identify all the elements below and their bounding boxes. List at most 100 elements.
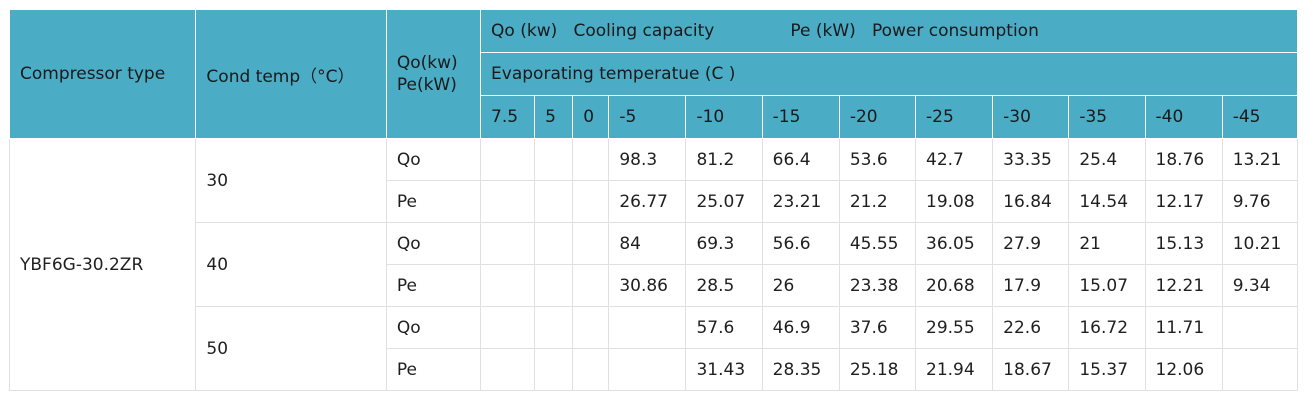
cond-temp-cell: 30 — [195, 138, 387, 223]
value-cell — [534, 264, 574, 307]
compressor-performance-table: Compressor type Cond temp（°C） Qo(kw) Pe(… — [8, 9, 1299, 391]
value-cell: 11.71 — [1144, 306, 1223, 349]
value-cell — [534, 180, 574, 223]
table-row: 40 Qo 84 69.3 56.6 45.55 36.05 27.9 21 15.13 10.21 — [10, 222, 1299, 307]
value-cell: 27.9 — [992, 222, 1070, 265]
metric-label-cell: Qo — [385, 138, 482, 181]
value-cell: 10.21 — [1221, 222, 1299, 265]
value-cell: 15.37 — [1068, 348, 1146, 391]
value-cell: 18.76 — [1144, 138, 1223, 181]
legend-qo: Qo (kw) Cooling capacity — [491, 21, 715, 41]
value-cell: 22.6 — [992, 306, 1070, 349]
value-cell: 26 — [761, 264, 840, 307]
value-cell: 13.21 — [1221, 138, 1299, 181]
value-cell: 14.54 — [1068, 180, 1146, 223]
value-cell — [572, 306, 610, 349]
evap-temp-header: -35 — [1068, 95, 1146, 139]
table-row: Pe 31.43 28.35 25.18 21.94 18.67 15.37 12.06 — [10, 348, 1299, 391]
metric-label-cell: Pe — [385, 348, 482, 391]
table-row: Pe 30.86 28.5 26 23.38 20.68 17.9 15.07 12.21 9.3… — [10, 264, 1299, 307]
value-cell: 23.21 — [761, 180, 840, 223]
value-cell: 12.06 — [1144, 348, 1223, 391]
header-qo-pe: Qo(kw) Pe(kW) — [385, 9, 482, 139]
evap-temp-header: -30 — [992, 95, 1070, 139]
value-cell: 66.4 — [761, 138, 840, 181]
value-cell — [534, 306, 574, 349]
value-cell: 69.3 — [685, 222, 763, 265]
table-row: YBF6G-30.2ZR 30 Qo 98.3 81.2 66.4 53.6 42.7 33.3… — [8, 138, 1299, 391]
value-cell: 21 — [1068, 222, 1146, 265]
value-cell: 9.34 — [1221, 264, 1299, 307]
value-cell — [534, 138, 574, 181]
metric-label-cell: Qo — [385, 306, 482, 349]
evap-temp-header: -40 — [1144, 95, 1223, 139]
value-cell — [1221, 348, 1299, 391]
value-cell — [572, 264, 610, 307]
header-pe-label: Pe(kW) — [396, 75, 457, 95]
value-cell: 45.55 — [838, 222, 917, 265]
value-cell: 25.18 — [838, 348, 917, 391]
header-evap-temp: Evaporating temperatue (C ) — [480, 52, 1298, 96]
value-cell: 17.9 — [992, 264, 1070, 307]
compressor-model-cell: YBF6G-30.2ZR — [8, 138, 197, 391]
table-row: Pe 26.77 25.07 23.21 21.2 19.08 16.84 14.54 12.1… — [10, 180, 1299, 223]
value-cell: 26.77 — [608, 180, 687, 223]
value-cell: 31.43 — [685, 348, 763, 391]
value-cell — [608, 348, 687, 391]
value-cell — [480, 138, 536, 181]
metric-label-cell: Pe — [385, 264, 482, 307]
value-cell — [572, 222, 610, 265]
value-cell — [534, 222, 574, 265]
value-cell: 12.21 — [1144, 264, 1223, 307]
value-cell — [608, 306, 687, 349]
value-cell: 56.6 — [761, 222, 840, 265]
evap-temp-header: 5 — [534, 95, 574, 139]
evap-temp-header: -20 — [838, 95, 917, 139]
value-cell: 23.38 — [838, 264, 917, 307]
evap-temp-header: 0 — [572, 95, 610, 139]
evap-temp-header: -15 — [761, 95, 840, 139]
value-cell: 53.6 — [838, 138, 917, 181]
value-cell: 28.35 — [761, 348, 840, 391]
value-cell: 37.6 — [838, 306, 917, 349]
value-cell: 9.76 — [1221, 180, 1299, 223]
evap-temp-header: -25 — [914, 95, 994, 139]
cond-temp-cell: 40 — [195, 222, 387, 307]
value-cell: 20.68 — [914, 264, 994, 307]
value-cell: 15.13 — [1144, 222, 1223, 265]
value-cell: 28.5 — [685, 264, 763, 307]
legend-pe: Pe (kW) Power consumption — [790, 21, 1039, 41]
value-cell — [480, 348, 536, 391]
header-qo-label: Qo(kw) — [396, 53, 458, 73]
value-cell: 25.4 — [1068, 138, 1146, 181]
value-cell: 29.55 — [914, 306, 994, 349]
value-cell — [480, 306, 536, 349]
value-cell: 25.07 — [685, 180, 763, 223]
value-cell — [572, 180, 610, 223]
value-cell: 21.94 — [914, 348, 994, 391]
value-cell — [480, 180, 536, 223]
value-cell: 46.9 — [761, 306, 840, 349]
header-legend: Qo (kw) Cooling capacity Pe (kW) Power co… — [480, 9, 1298, 53]
value-cell: 36.05 — [914, 222, 994, 265]
value-cell: 33.35 — [992, 138, 1070, 181]
cond-temp-cell: 50 — [195, 306, 387, 391]
metric-label-cell: Pe — [385, 180, 482, 223]
value-cell: 84 — [608, 222, 687, 265]
value-cell — [480, 222, 536, 265]
value-cell: 12.17 — [1144, 180, 1223, 223]
value-cell — [572, 348, 610, 391]
header-compressor-type: Compressor type — [8, 9, 197, 139]
value-cell: 18.67 — [992, 348, 1070, 391]
value-cell — [534, 348, 574, 391]
value-cell: 21.2 — [838, 180, 917, 223]
value-cell: 16.72 — [1068, 306, 1146, 349]
value-cell: 15.07 — [1068, 264, 1146, 307]
value-cell: 81.2 — [685, 138, 763, 181]
evap-temp-header: -5 — [608, 95, 687, 139]
table-row: 50 Qo 57.6 46.9 37.6 29.55 22.6 16.72 11.71 — [10, 306, 1299, 391]
value-cell — [480, 264, 536, 307]
header-cond-temp: Cond temp（°C） — [195, 9, 387, 139]
value-cell: 98.3 — [608, 138, 687, 181]
evap-temp-header: -45 — [1221, 95, 1299, 139]
